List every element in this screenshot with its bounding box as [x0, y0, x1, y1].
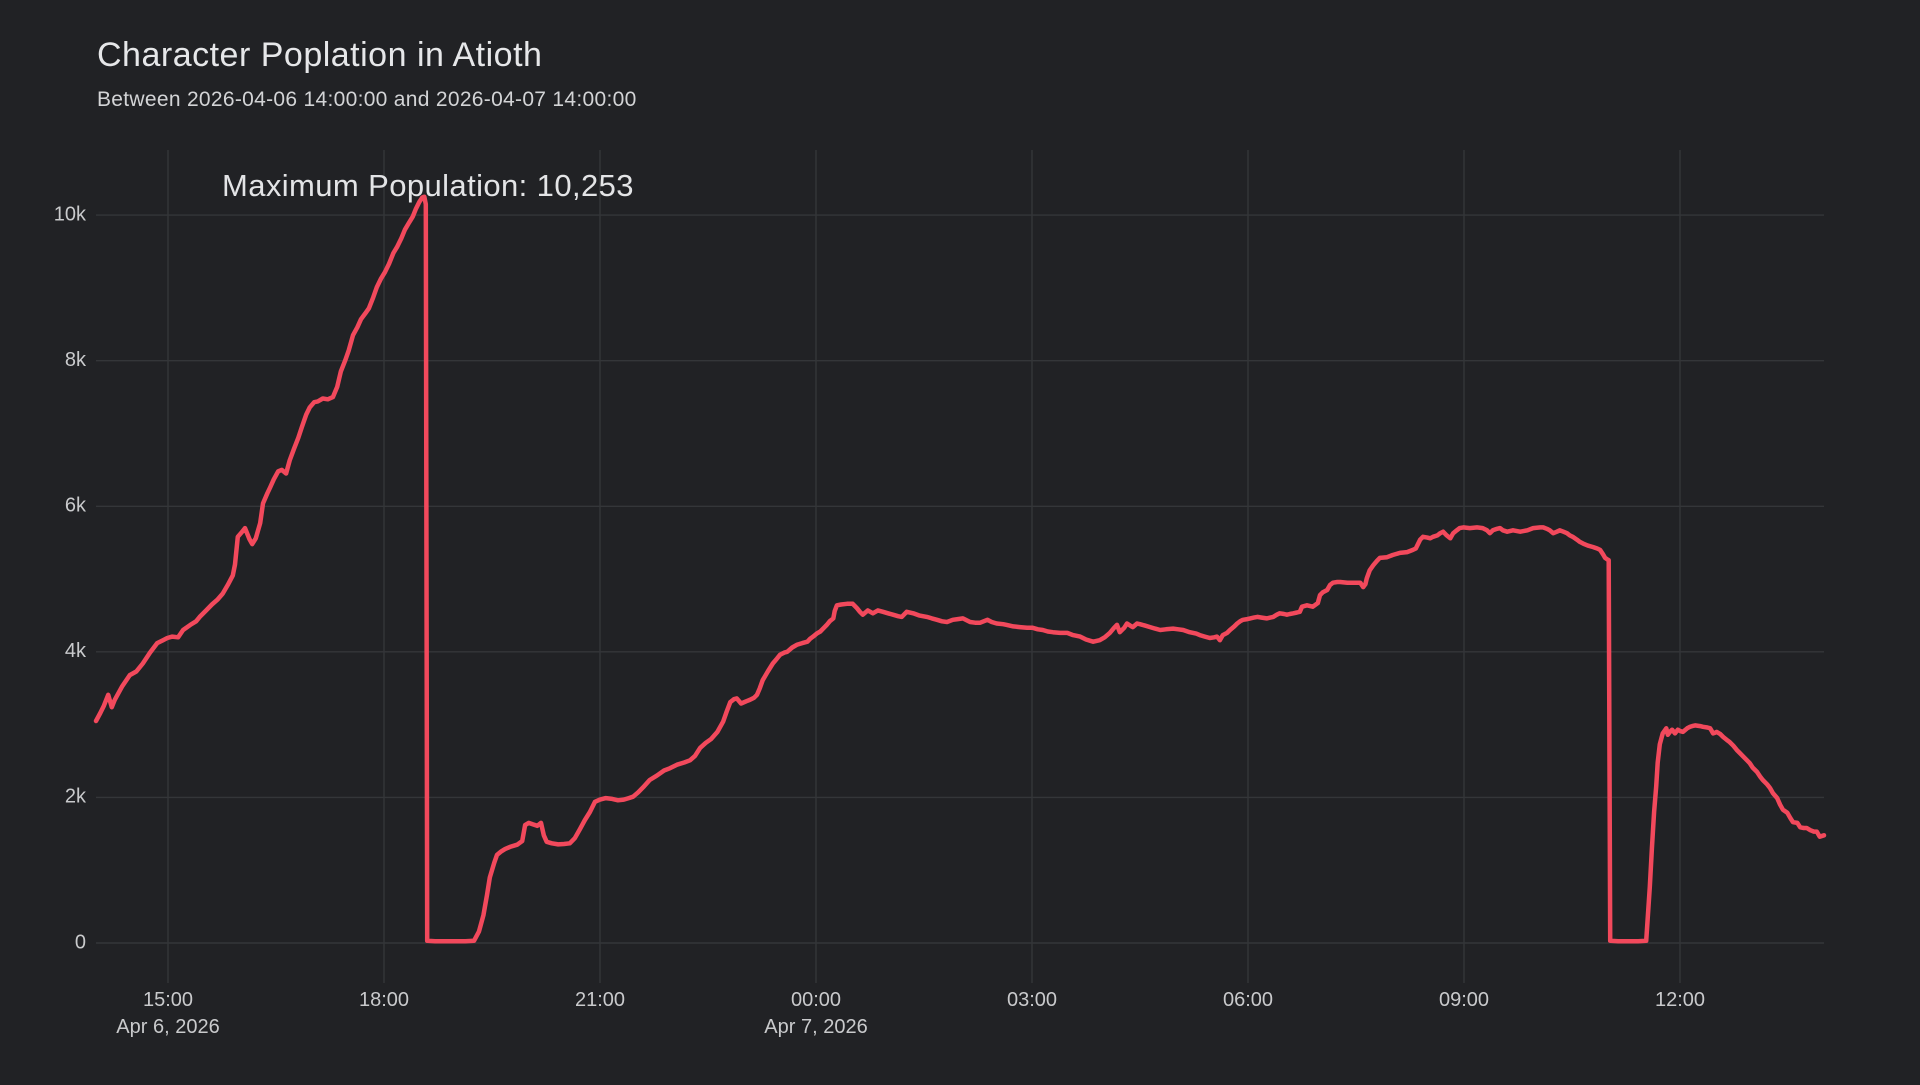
x-axis-tick-label: 21:00: [575, 989, 625, 1011]
page-title: Character Poplation in Atioth: [97, 36, 543, 74]
y-axis-tick-label: 4k: [65, 640, 87, 662]
population-series-line: [93, 194, 1827, 944]
x-axis-date-label: Apr 7, 2026: [764, 1016, 867, 1038]
y-axis-tick-label: 10k: [54, 203, 87, 225]
x-axis-tick-label: 18:00: [359, 989, 409, 1011]
y-axis-tick-label: 0: [75, 931, 86, 953]
x-axis-tick-label: 09:00: [1439, 989, 1489, 1011]
y-axis-tick-label: 2k: [65, 786, 87, 808]
page-subtitle: Between 2026-04-06 14:00:00 and 2026-04-…: [97, 88, 637, 111]
x-axis-tick-label: 03:00: [1007, 989, 1057, 1011]
x-axis-tick-label: 06:00: [1223, 989, 1273, 1011]
plot-area[interactable]: [96, 150, 1824, 943]
x-axis-date-label: Apr 6, 2026: [116, 1016, 219, 1038]
y-axis-tick-label: 8k: [65, 349, 87, 371]
x-axis-tick-label: 12:00: [1655, 989, 1705, 1011]
max-population-annotation: Maximum Population: 10,253: [222, 168, 634, 203]
x-axis-tick-label: 00:00: [791, 989, 841, 1011]
y-axis-tick-label: 6k: [65, 495, 87, 517]
x-axis-tick-label: 15:00: [143, 989, 193, 1011]
